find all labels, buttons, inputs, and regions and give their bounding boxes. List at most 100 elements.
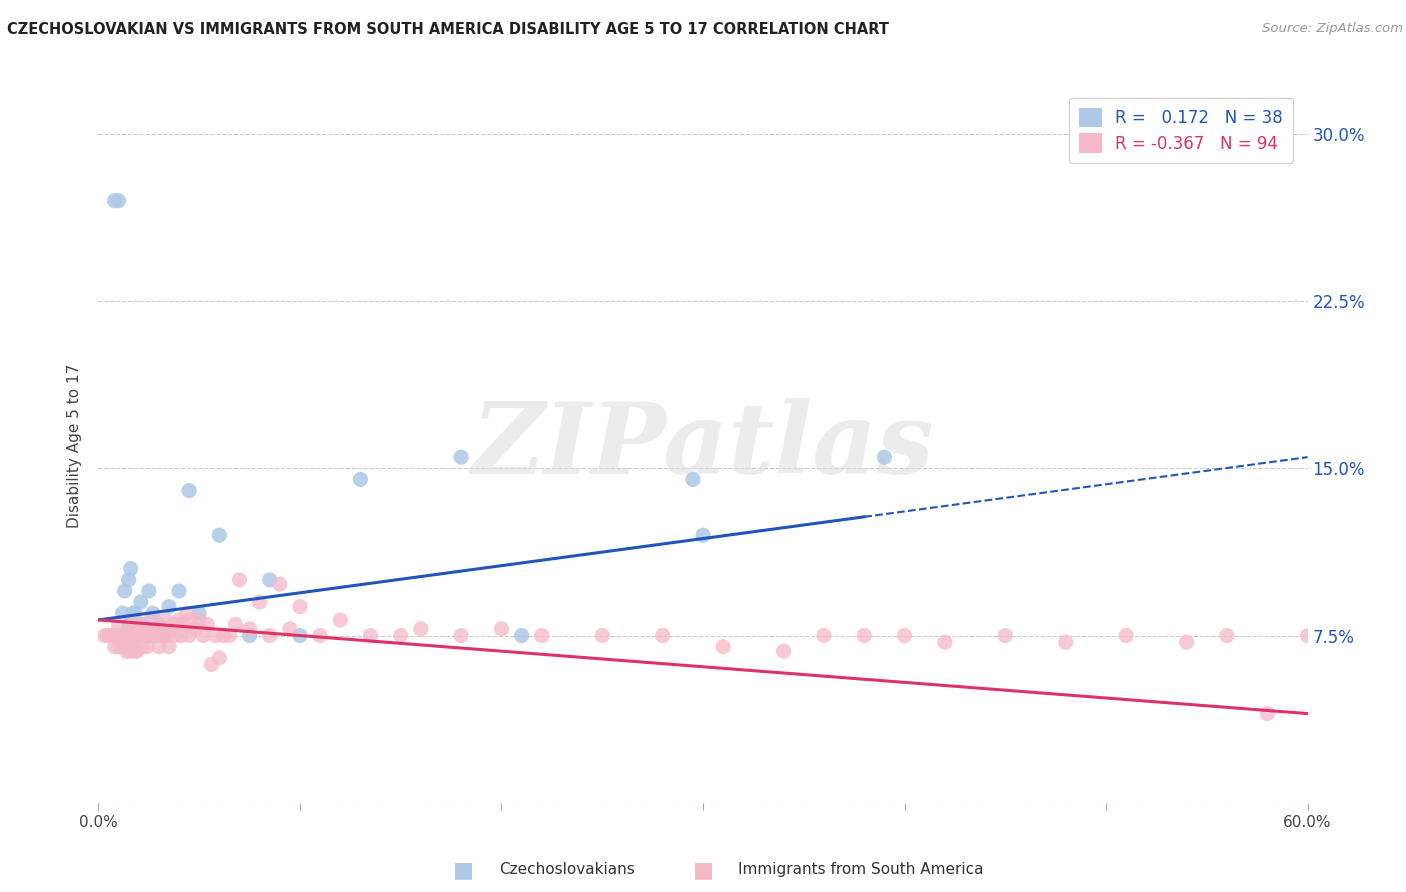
Point: [162, 617, 184, 632]
Point: [249, 595, 271, 609]
Point: [120, 628, 142, 642]
Point: [200, 657, 222, 672]
Point: [180, 613, 202, 627]
Point: [218, 628, 240, 642]
Point: [349, 473, 371, 487]
Point: [142, 607, 165, 621]
Point: [269, 577, 291, 591]
Point: [893, 628, 915, 642]
Point: [124, 628, 146, 642]
Point: [143, 628, 166, 642]
Point: [103, 640, 125, 654]
Point: [132, 617, 155, 632]
Point: [148, 640, 170, 654]
Point: [139, 628, 162, 642]
Point: [143, 622, 166, 636]
Point: [142, 628, 165, 642]
Point: [153, 613, 176, 627]
Point: [288, 599, 311, 614]
Point: [259, 628, 281, 642]
Point: [134, 628, 156, 642]
Point: [176, 607, 198, 621]
Point: [125, 644, 148, 658]
Text: ■: ■: [454, 860, 474, 880]
Text: ■: ■: [693, 860, 713, 880]
Point: [208, 651, 231, 665]
Point: [128, 617, 150, 632]
Point: [450, 450, 472, 464]
Point: [152, 628, 174, 642]
Point: [692, 528, 714, 542]
Point: [224, 617, 246, 632]
Point: [111, 607, 134, 621]
Point: [118, 640, 141, 654]
Point: [120, 644, 142, 658]
Point: [239, 628, 262, 642]
Point: [195, 617, 218, 632]
Point: [97, 628, 120, 642]
Point: [167, 613, 190, 627]
Point: [125, 617, 148, 632]
Point: [149, 622, 172, 636]
Point: [651, 628, 673, 642]
Point: [115, 628, 138, 642]
Point: [239, 622, 262, 636]
Point: [107, 194, 129, 208]
Point: [125, 628, 148, 642]
Point: [409, 622, 432, 636]
Point: [184, 622, 207, 636]
Point: [309, 628, 332, 642]
Point: [134, 628, 156, 642]
Point: [208, 528, 231, 542]
Point: [228, 573, 250, 587]
Point: [124, 607, 146, 621]
Point: [994, 628, 1017, 642]
Point: [288, 628, 311, 642]
Point: [934, 635, 956, 649]
Point: [167, 583, 190, 598]
Point: [101, 628, 124, 642]
Point: [510, 628, 533, 642]
Point: [179, 483, 201, 498]
Point: [115, 628, 138, 642]
Point: [259, 573, 281, 587]
Point: [121, 640, 143, 654]
Point: [111, 628, 134, 642]
Point: [148, 617, 170, 632]
Point: [172, 617, 194, 632]
Point: [160, 622, 183, 636]
Point: [156, 628, 179, 642]
Point: [139, 628, 162, 642]
Point: [138, 583, 160, 598]
Text: Source: ZipAtlas.com: Source: ZipAtlas.com: [1263, 22, 1403, 36]
Point: [1256, 706, 1278, 721]
Point: [711, 640, 734, 654]
Point: [1175, 635, 1198, 649]
Point: [129, 595, 152, 609]
Point: [93, 628, 115, 642]
Point: [107, 617, 129, 632]
Point: [204, 628, 226, 642]
Point: [157, 640, 180, 654]
Point: [121, 617, 143, 632]
Point: [188, 607, 211, 621]
Point: [115, 644, 138, 658]
Point: [170, 628, 193, 642]
Text: CZECHOSLOVAKIAN VS IMMIGRANTS FROM SOUTH AMERICA DISABILITY AGE 5 TO 17 CORRELAT: CZECHOSLOVAKIAN VS IMMIGRANTS FROM SOUTH…: [7, 22, 889, 37]
Point: [118, 628, 141, 642]
Point: [132, 640, 155, 654]
Point: [188, 613, 211, 627]
Point: [389, 628, 412, 642]
Point: [152, 628, 174, 642]
Point: [132, 622, 155, 636]
Point: [278, 622, 301, 636]
Y-axis label: Disability Age 5 to 17: Disability Age 5 to 17: [67, 364, 83, 528]
Point: [120, 562, 142, 576]
Point: [105, 628, 128, 642]
Point: [1296, 628, 1319, 642]
Point: [166, 617, 188, 632]
Point: [114, 628, 136, 642]
Point: [111, 640, 134, 654]
Point: [139, 613, 162, 627]
Point: [212, 628, 235, 642]
